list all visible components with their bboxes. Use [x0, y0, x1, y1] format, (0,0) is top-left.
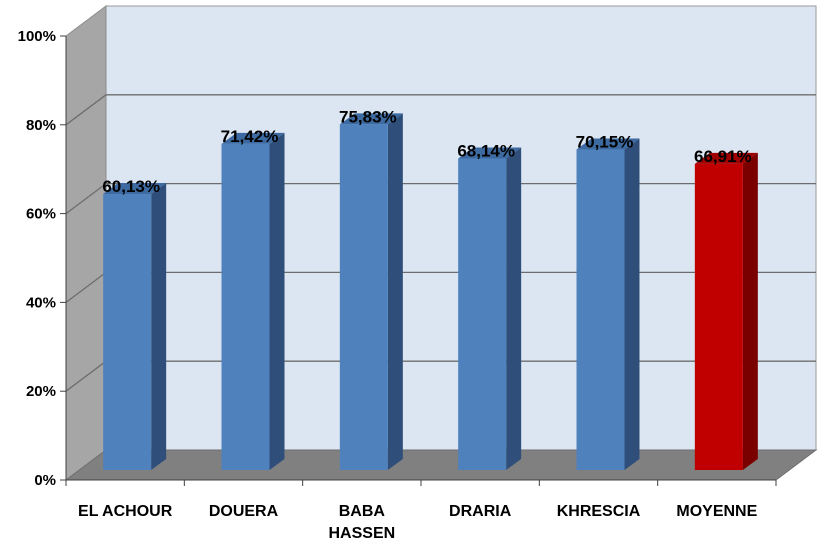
bar	[576, 138, 640, 470]
bars	[103, 113, 758, 471]
y-tick-label: 80%	[26, 117, 56, 134]
bar	[339, 113, 403, 471]
bar	[103, 183, 167, 470]
y-tick-label: 20%	[26, 383, 56, 400]
bar	[694, 152, 758, 470]
data-label: 75,83%	[339, 107, 397, 126]
y-tick-label: 60%	[26, 206, 56, 223]
y-tick-label: 40%	[26, 294, 56, 311]
bar-side	[506, 147, 522, 470]
bar-front	[103, 194, 152, 470]
bar-top	[339, 113, 403, 125]
bar-top	[694, 152, 758, 164]
bar-side	[624, 138, 640, 470]
data-label: 71,42%	[221, 127, 279, 146]
x-tick-label: EL ACHOUR	[78, 503, 173, 520]
x-tick-label: KHRESCIA	[557, 503, 641, 520]
bar-front	[694, 163, 743, 470]
bar-top	[576, 138, 640, 150]
bar-top	[103, 183, 167, 195]
bar	[458, 147, 522, 470]
gridline-side	[65, 360, 107, 392]
x-tick-label: MOYENNE	[676, 503, 757, 520]
x-tick-label: BABA	[339, 503, 386, 520]
gridline-side	[65, 271, 107, 303]
y-tick-label: 100%	[18, 28, 56, 45]
x-tick-label: DOUERA	[209, 503, 279, 520]
x-tick-label: HASSEN	[328, 525, 395, 542]
x-tick-label: DRARIA	[449, 503, 512, 520]
data-label: 66,91%	[694, 147, 752, 166]
data-labels: 60,13% 71,42% 75,83% 68,14% 70,15% 66,91%	[102, 107, 751, 196]
data-label: 70,15%	[576, 133, 634, 152]
bar-front	[458, 158, 507, 470]
bar-front	[221, 143, 270, 470]
y-axis: 0% 20% 40% 60% 80% 100%	[18, 28, 67, 489]
gridline-side	[65, 183, 107, 215]
bar	[221, 132, 285, 470]
x-axis: EL ACHOUR DOUERA BABA HASSEN DRARIA KHRESCIA M…	[65, 479, 777, 542]
bar-top	[221, 132, 285, 144]
bar-top	[458, 147, 522, 159]
bar-side	[742, 152, 758, 470]
data-label: 68,14%	[457, 141, 515, 160]
bar-side	[387, 113, 403, 471]
y-tick-label: 0%	[34, 472, 56, 489]
bar-front	[339, 124, 388, 471]
side-wall	[65, 5, 107, 481]
gridline-side	[65, 94, 107, 126]
data-label: 60,13%	[102, 177, 160, 196]
bar-side	[151, 183, 167, 470]
bar-front	[576, 149, 625, 470]
bar-side	[269, 132, 285, 470]
